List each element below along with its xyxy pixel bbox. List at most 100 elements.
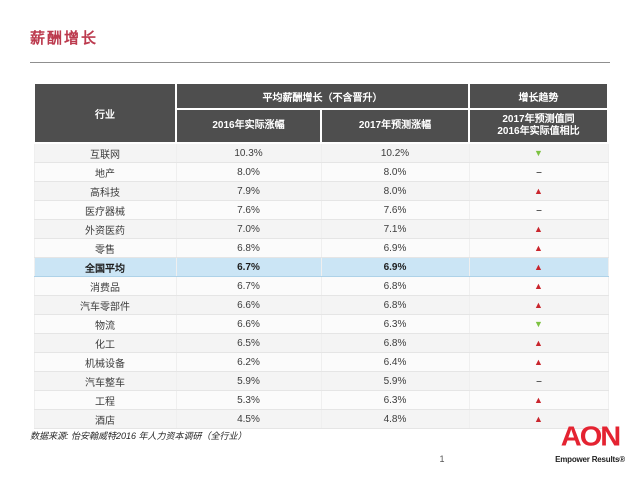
industry-cell: 外资医药 — [33, 219, 177, 239]
trend-down-icon: ▼ — [534, 318, 543, 329]
trend-cell: ▲ — [468, 276, 609, 296]
trend-up-icon: ▲ — [534, 280, 543, 291]
salary-growth-table: 行业 平均薪酬增长（不含晋升） 增长趋势 2016年实际涨幅 2017年预测涨幅… — [33, 82, 609, 429]
industry-cell: 汽车零部件 — [33, 295, 177, 315]
industry-cell: 全国平均 — [33, 257, 177, 277]
industry-cell: 化工 — [33, 333, 177, 353]
trend-cell: ▼ — [468, 314, 609, 334]
actual-2016-cell: 6.2% — [175, 352, 322, 372]
industry-cell: 地产 — [33, 162, 177, 182]
trend-up-icon: ▲ — [534, 337, 543, 348]
forecast-2017-cell: 10.2% — [320, 143, 470, 163]
trend-cell: ▲ — [468, 333, 609, 353]
trend-cell: – — [468, 371, 609, 391]
actual-2016-cell: 7.6% — [175, 200, 322, 220]
trend-flat-icon: – — [536, 375, 541, 387]
actual-2016-cell: 6.7% — [175, 276, 322, 296]
header-2016-actual: 2016年实际涨幅 — [175, 108, 322, 144]
page-number: 1 — [439, 454, 445, 464]
title-divider — [30, 62, 610, 63]
trend-cell: – — [468, 162, 609, 182]
trend-cell: ▲ — [468, 295, 609, 315]
actual-2016-cell: 6.7% — [175, 257, 322, 277]
table-row: 互联网 10.3% 10.2% ▼ — [33, 143, 609, 163]
actual-2016-cell: 6.6% — [175, 314, 322, 334]
forecast-2017-cell: 7.1% — [320, 219, 470, 239]
industry-cell: 汽车整车 — [33, 371, 177, 391]
actual-2016-cell: 6.6% — [175, 295, 322, 315]
industry-cell: 机械设备 — [33, 352, 177, 372]
table-row: 全国平均 6.7% 6.9% ▲ — [33, 257, 609, 277]
actual-2016-cell: 5.3% — [175, 390, 322, 410]
table-row: 化工 6.5% 6.8% ▲ — [33, 333, 609, 353]
trend-cell: ▲ — [468, 409, 609, 429]
trend-down-icon: ▼ — [534, 147, 543, 158]
aon-logo: AON Empower Results® — [543, 423, 637, 464]
industry-cell: 酒店 — [33, 409, 177, 429]
table-row: 医疗器械 7.6% 7.6% – — [33, 200, 609, 220]
trend-up-icon: ▲ — [534, 299, 543, 310]
trend-up-icon: ▲ — [534, 413, 543, 424]
trend-up-icon: ▲ — [534, 185, 543, 196]
trend-cell: ▲ — [468, 219, 609, 239]
trend-cell: ▲ — [468, 238, 609, 258]
forecast-2017-cell: 4.8% — [320, 409, 470, 429]
industry-cell: 消费品 — [33, 276, 177, 296]
table-row: 物流 6.6% 6.3% ▼ — [33, 314, 609, 334]
forecast-2017-cell: 6.3% — [320, 390, 470, 410]
table-row: 高科技 7.9% 8.0% ▲ — [33, 181, 609, 201]
trend-flat-icon: – — [536, 166, 541, 178]
aon-logo-tagline: Empower Results® — [555, 455, 625, 464]
actual-2016-cell: 5.9% — [175, 371, 322, 391]
industry-cell: 互联网 — [33, 143, 177, 163]
trend-up-icon: ▲ — [534, 356, 543, 367]
actual-2016-cell: 7.0% — [175, 219, 322, 239]
industry-cell: 工程 — [33, 390, 177, 410]
table-row: 汽车零部件 6.6% 6.8% ▲ — [33, 295, 609, 315]
forecast-2017-cell: 6.9% — [320, 257, 470, 277]
forecast-2017-cell: 8.0% — [320, 181, 470, 201]
actual-2016-cell: 6.5% — [175, 333, 322, 353]
trend-cell: ▲ — [468, 181, 609, 201]
header-trend-sub-line2: 2016年实际值相比 — [497, 126, 580, 137]
trend-up-icon: ▲ — [534, 242, 543, 253]
trend-cell: ▲ — [468, 352, 609, 372]
aon-logo-wordmark: AON — [560, 421, 621, 453]
actual-2016-cell: 7.9% — [175, 181, 322, 201]
actual-2016-cell: 10.3% — [175, 143, 322, 163]
table-row: 地产 8.0% 8.0% – — [33, 162, 609, 182]
header-industry: 行业 — [33, 82, 177, 144]
forecast-2017-cell: 8.0% — [320, 162, 470, 182]
forecast-2017-cell: 6.8% — [320, 295, 470, 315]
forecast-2017-cell: 6.3% — [320, 314, 470, 334]
trend-up-icon: ▲ — [534, 261, 543, 272]
forecast-2017-cell: 6.9% — [320, 238, 470, 258]
industry-cell: 高科技 — [33, 181, 177, 201]
header-trend-group: 增长趋势 — [468, 82, 609, 110]
table-row: 机械设备 6.2% 6.4% ▲ — [33, 352, 609, 372]
table-row: 酒店 4.5% 4.8% ▲ — [33, 409, 609, 429]
industry-cell: 零售 — [33, 238, 177, 258]
salary-table-body: 互联网 10.3% 10.2% ▼ 地产 8.0% 8.0% – 高科技 7.9… — [33, 143, 609, 429]
table-header: 行业 平均薪酬增长（不含晋升） 增长趋势 2016年实际涨幅 2017年预测涨幅… — [33, 82, 609, 144]
data-source-footnote: 数据来源: 怡安翰威特2016 年人力资本调研（全行业） — [30, 431, 247, 441]
trend-flat-icon: – — [536, 204, 541, 216]
trend-cell: ▲ — [468, 257, 609, 277]
forecast-2017-cell: 7.6% — [320, 200, 470, 220]
trend-cell: ▼ — [468, 143, 609, 163]
trend-cell: – — [468, 200, 609, 220]
forecast-2017-cell: 5.9% — [320, 371, 470, 391]
header-2017-forecast: 2017年预测涨幅 — [320, 108, 470, 144]
table-row: 工程 5.3% 6.3% ▲ — [33, 390, 609, 410]
table-row: 外资医药 7.0% 7.1% ▲ — [33, 219, 609, 239]
table-row: 零售 6.8% 6.9% ▲ — [33, 238, 609, 258]
industry-cell: 医疗器械 — [33, 200, 177, 220]
trend-cell: ▲ — [468, 390, 609, 410]
forecast-2017-cell: 6.8% — [320, 333, 470, 353]
actual-2016-cell: 8.0% — [175, 162, 322, 182]
trend-up-icon: ▲ — [534, 394, 543, 405]
header-group-average-growth: 平均薪酬增长（不含晋升） — [175, 82, 470, 110]
trend-up-icon: ▲ — [534, 223, 543, 234]
actual-2016-cell: 4.5% — [175, 409, 322, 429]
